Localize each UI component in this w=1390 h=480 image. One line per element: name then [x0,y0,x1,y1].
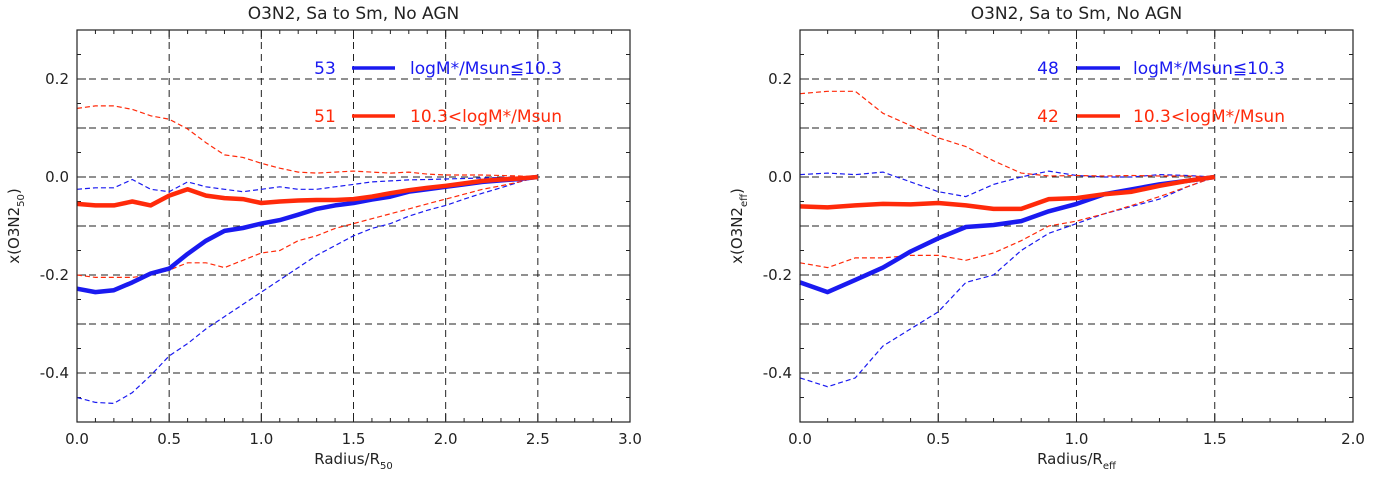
y-axis-label-main: x(O3N2 [728,207,746,264]
legend-label: logM*/Msun≦10.3 [410,59,562,79]
x-tick-label: 2.0 [434,430,458,448]
y-axis-label-main: x(O3N2 [5,207,23,264]
series-0-upper-line [799,170,1215,198]
y-tick-label: -0.2 [40,266,69,284]
series-0-lower-line [799,176,1216,388]
series-1-median-line [76,174,538,208]
right-chart-panel: 0.0 0.5 1.0 1.5 2.0 -0.4 -0.2 0.0 0.2 O3N2, Sa to… [728,4,1365,472]
x-tick-label: 3.0 [618,430,642,448]
legend-count: 42 [1037,107,1059,127]
y-tick-label: 0.0 [768,168,792,186]
series-1-lower-line [76,176,538,278]
grid-lines [800,30,1353,422]
y-tick-label: -0.4 [763,364,792,382]
x-axis-label: Radius/R50 [314,450,393,472]
x-tick-label: 1.0 [1065,430,1089,448]
series-0-upper-line [76,176,538,193]
y-tick-label: 0.2 [768,70,792,88]
x-tick-label: 0.0 [65,430,89,448]
x-tick-label: 2.0 [1341,430,1365,448]
legend-label: logM*/Msun≦10.3 [1133,59,1285,79]
x-tick-label: 0.0 [788,430,812,448]
legend-count: 48 [1037,59,1059,79]
chart-title: O3N2, Sa to Sm, No AGN [248,4,460,24]
y-axis-label: x(O3N250) [5,188,27,263]
series-1-median-line [799,174,1216,212]
y-tick-label: -0.4 [40,364,69,382]
y-axis-label: x(O3N2eff) [728,188,750,264]
x-tick-label: 2.5 [526,430,550,448]
y-axis-label-close: ) [728,188,746,194]
legend-count: 51 [314,107,336,127]
y-axis-label-close: ) [5,188,23,194]
x-axis-label-subscript: eff [1103,461,1117,472]
x-axis-label: Radius/Reff [1037,450,1117,472]
y-tick-label: 0.2 [45,70,69,88]
x-axis-label-main: Radius/R [1037,450,1103,468]
y-tick-label: -0.2 [763,266,792,284]
x-tick-label: 1.0 [249,430,273,448]
chart-title: O3N2, Sa to Sm, No AGN [971,4,1183,24]
legend-label: 10.3<logM*/Msun [410,107,562,127]
x-tick-label: 1.5 [342,430,366,448]
plot-frame [76,29,631,423]
x-tick-label: 1.5 [1203,430,1227,448]
grid-lines [77,30,630,422]
plot-frame [799,29,1354,423]
series-0-lower-line [76,176,538,405]
legend-label: 10.3<logM*/Msun [1133,107,1285,127]
series-1-upper-line [799,90,1215,178]
y-axis-label-subscript: 50 [16,194,27,207]
left-chart-panel: 0.0 0.5 1.0 1.5 2.0 2.5 3.0 -0.4 -0.2 0.0 0.2 O3N2,… [5,4,642,472]
legend-count: 53 [314,59,336,79]
x-axis-label-main: Radius/R [314,450,380,468]
x-tick-label: 0.5 [157,430,181,448]
x-tick-label: 0.5 [926,430,950,448]
series-1-lower-line [799,176,1216,269]
x-axis-label-subscript: 50 [380,461,393,472]
y-axis-label-subscript: eff [739,193,750,207]
y-tick-label: 0.0 [45,168,69,186]
